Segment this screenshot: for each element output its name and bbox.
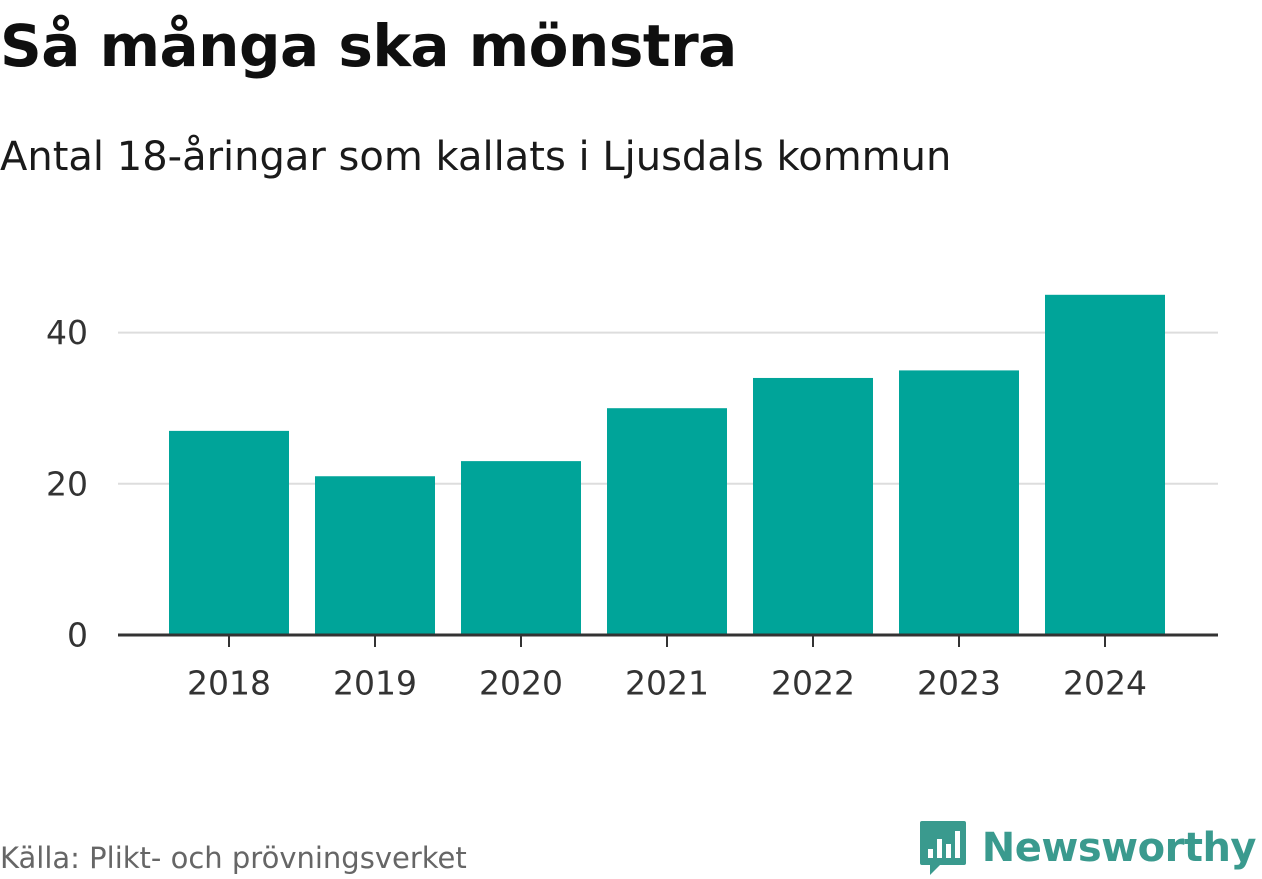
y-tick-label: 20 — [46, 464, 88, 503]
x-tick-label: 2018 — [187, 664, 271, 703]
x-tick-label: 2019 — [333, 664, 417, 703]
bar — [899, 370, 1019, 635]
bar — [1045, 294, 1165, 635]
x-tick-label: 2021 — [625, 664, 709, 703]
brand-name: Newsworthy — [981, 825, 1257, 871]
brand-logo: Newsworthy — [918, 820, 1257, 876]
bar — [607, 408, 727, 635]
chart-subtitle: Antal 18-åringar som kallats i Ljusdals … — [0, 134, 952, 180]
bar — [753, 377, 873, 635]
y-tick-label: 40 — [46, 313, 88, 352]
x-tick-label: 2020 — [479, 664, 563, 703]
y-tick-label: 0 — [67, 616, 88, 655]
bar — [169, 430, 289, 635]
chart-title: Så många ska mönstra — [0, 12, 737, 80]
newsworthy-logo-icon — [919, 821, 966, 875]
x-tick-label: 2023 — [917, 664, 1001, 703]
x-tick-label: 2022 — [771, 664, 855, 703]
source-note: Källa: Plikt- och prövningsverket — [0, 841, 467, 875]
bar — [315, 476, 435, 635]
bar — [461, 461, 581, 635]
x-tick-label: 2024 — [1063, 664, 1147, 703]
